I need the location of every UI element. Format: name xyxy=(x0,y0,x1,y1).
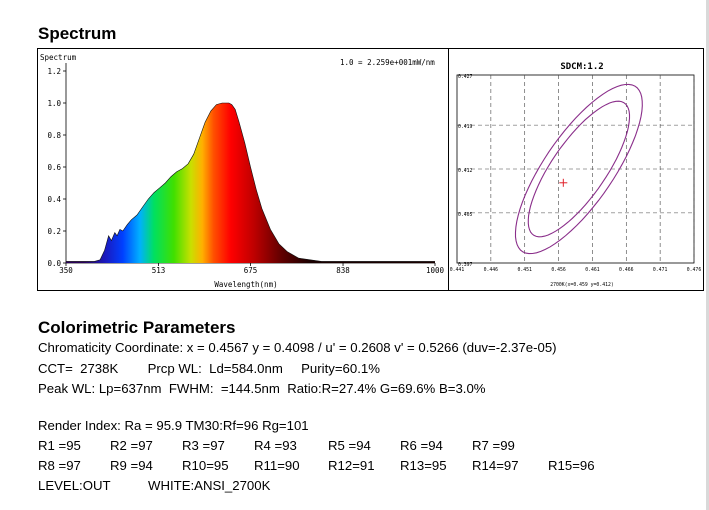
render-index-cell: R7 =99 xyxy=(472,438,515,453)
spectrum-xtick-label: 513 xyxy=(152,266,166,275)
sdcm-ytick-label: 0.397 xyxy=(458,262,473,268)
sdcm-xtick-label: 0.461 xyxy=(585,267,600,273)
spectrum-ytick-label: 1.2 xyxy=(47,67,61,76)
sdcm-ellipse xyxy=(527,100,631,238)
spectrum-xlabel: Wavelength(nm) xyxy=(214,280,277,289)
spectrum-ytick-label: 0.2 xyxy=(47,227,61,236)
colorimetric-section-title: Colorimetric Parameters xyxy=(38,318,236,337)
render-index-cell: R13=95 xyxy=(400,458,447,473)
render-index-cell: R4 =93 xyxy=(254,438,297,453)
spectrum-area xyxy=(66,103,435,263)
spectrum-ytick-label: 0.4 xyxy=(47,195,61,204)
chart-frame: Spectrum 1.0 = 2.259e+001mW/nm Wavelengt… xyxy=(37,48,704,291)
render-index-cell: R10=95 xyxy=(182,458,229,473)
sdcm-ytick-label: 0.405 xyxy=(458,212,473,218)
peak-wl-line: Peak WL: Lp=637nm FWHM: =144.5nm Ratio:R… xyxy=(38,381,486,396)
scroll-edge xyxy=(706,0,709,510)
spectrum-xtick-label: 675 xyxy=(244,266,258,275)
spectrum-ytick-label: 1.0 xyxy=(47,99,61,108)
sdcm-xtick-label: 0.446 xyxy=(484,267,499,273)
sdcm-xtick-label: 0.471 xyxy=(653,267,668,273)
white-text: WHITE:ANSI_2700K xyxy=(148,478,271,493)
spectrum-xtick-label: 350 xyxy=(59,266,73,275)
render-index-cell: R6 =94 xyxy=(400,438,443,453)
level-text: LEVEL:OUT xyxy=(38,478,111,493)
sdcm-xtick-label: 0.451 xyxy=(517,267,532,273)
spectrum-ytick-label: 0.0 xyxy=(47,259,61,268)
render-index-cell: R2 =97 xyxy=(110,438,153,453)
render-index-cell: R15=96 xyxy=(548,458,595,473)
chart-divider xyxy=(448,49,449,290)
spectrum-ytick-label: 0.8 xyxy=(47,131,61,140)
spectrum-line xyxy=(66,102,435,262)
spectrum-annotation: 1.0 = 2.259e+001mW/nm xyxy=(340,58,435,67)
sdcm-ellipse xyxy=(514,83,643,255)
chromaticity-line: Chromaticity Coordinate: x = 0.4567 y = … xyxy=(38,340,557,355)
render-index-cell: R8 =97 xyxy=(38,458,81,473)
sdcm-xtick-label: 0.456 xyxy=(551,267,566,273)
spectrum-xtick-label: 1000 xyxy=(426,266,445,275)
render-index-cell: R14=97 xyxy=(472,458,519,473)
render-index-cell: R5 =94 xyxy=(328,438,371,453)
sdcm-title: SDCM:1.2 xyxy=(560,62,603,72)
render-index-cell: R1 =95 xyxy=(38,438,81,453)
spectrum-section-title: Spectrum xyxy=(38,24,117,43)
render-index-cell: R9 =94 xyxy=(110,458,153,473)
sdcm-ytick-label: 0.419 xyxy=(458,124,473,130)
render-index-cell: R12=91 xyxy=(328,458,375,473)
spectrum-xtick-label: 838 xyxy=(336,266,350,275)
sdcm-xtick-label: 0.476 xyxy=(687,267,702,273)
cct-line: CCT= 2738K Prcp WL: Ld=584.0nm Purity=60… xyxy=(38,361,380,376)
sdcm-ytick-label: 0.427 xyxy=(458,74,473,80)
sdcm-xtick-label: 0.441 xyxy=(450,267,465,273)
render-index-line: Render Index: Ra = 95.9 TM30:Rf=96 Rg=10… xyxy=(38,418,309,433)
sdcm-ytick-label: 0.412 xyxy=(458,168,473,174)
sdcm-xlabel: 2700K(x=0.459 y=0.412) xyxy=(550,282,614,288)
spectrum-ytick-label: 0.6 xyxy=(47,163,61,172)
render-index-cell: R11=90 xyxy=(254,458,300,473)
spectrum-chart-title: Spectrum xyxy=(40,53,77,62)
sdcm-xtick-label: 0.466 xyxy=(619,267,634,273)
spectrum-chart: Spectrum 1.0 = 2.259e+001mW/nm Wavelengt… xyxy=(40,53,445,289)
render-index-cell: R3 =97 xyxy=(182,438,225,453)
sdcm-chart: SDCM:1.2 2700K(x=0.459 y=0.412) 0.441 0.4… xyxy=(450,62,702,288)
